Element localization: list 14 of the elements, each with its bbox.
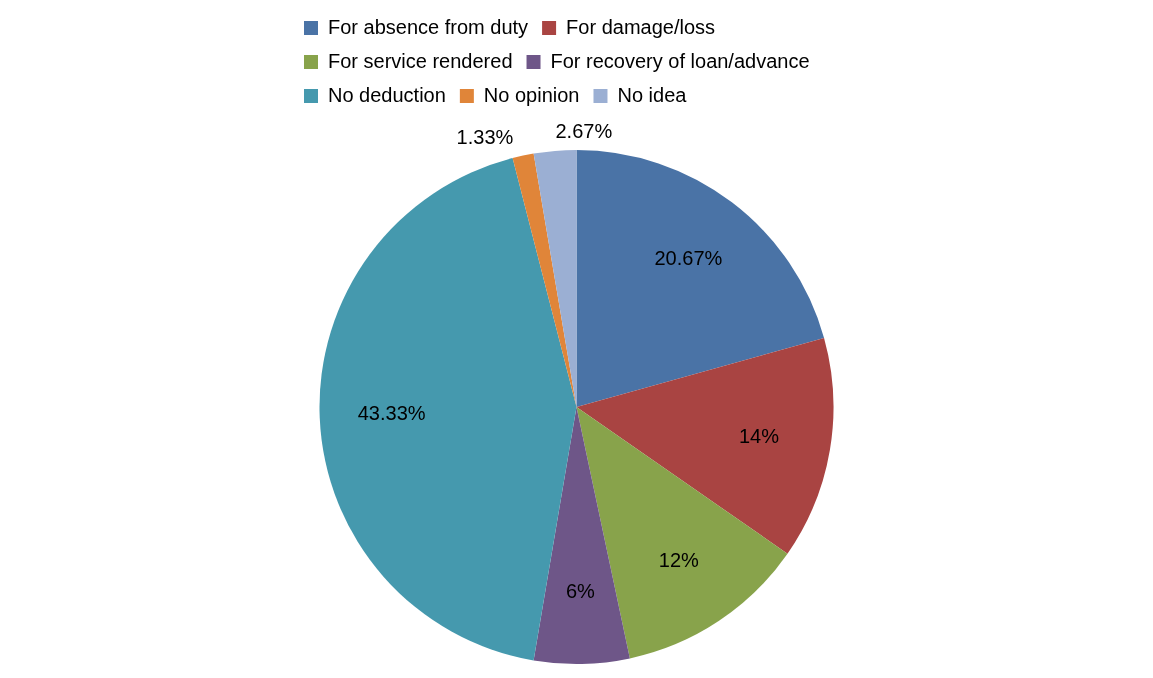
legend-label: No opinion bbox=[483, 83, 580, 106]
data-label: 43.33% bbox=[357, 402, 426, 425]
data-label: 2.67% bbox=[555, 120, 613, 143]
legend-label: No deduction bbox=[328, 83, 446, 106]
legend-label: For service rendered bbox=[328, 49, 513, 72]
data-label: 20.67% bbox=[654, 247, 723, 270]
data-label: 14% bbox=[738, 425, 780, 448]
legend-label: For absence from duty bbox=[328, 15, 529, 38]
legend-label: For damage/loss bbox=[566, 15, 716, 38]
data-label: 1.33% bbox=[456, 125, 514, 148]
data-label: 12% bbox=[658, 548, 700, 571]
data-label: 6% bbox=[565, 579, 596, 602]
legend-label: No idea bbox=[617, 83, 688, 106]
legend-label: For recovery of loan/advance bbox=[550, 49, 810, 72]
